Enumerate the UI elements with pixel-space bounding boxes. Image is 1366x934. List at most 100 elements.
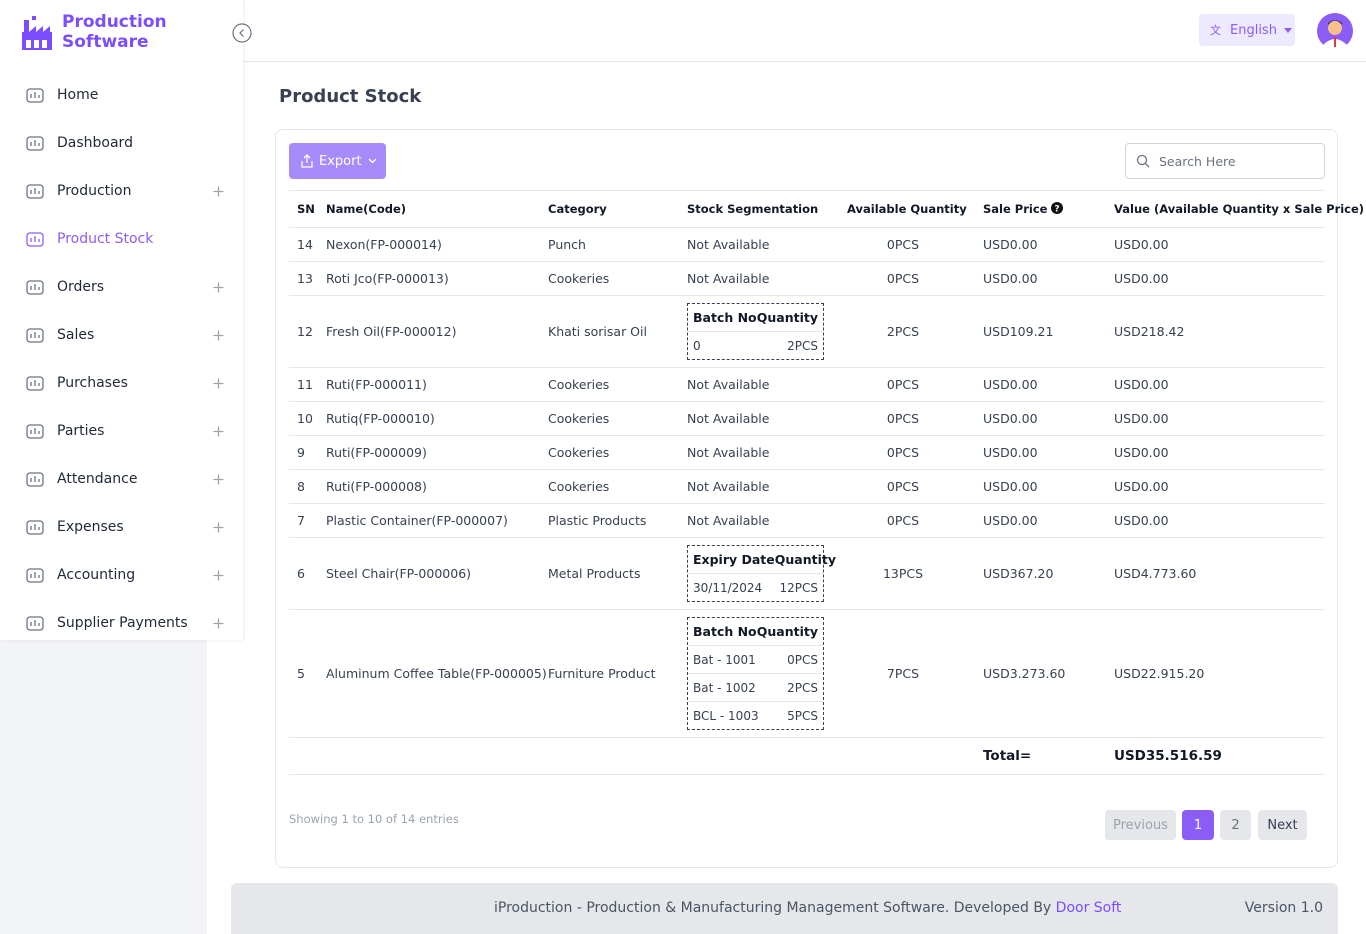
nav-icon [26, 184, 44, 199]
expand-icon [213, 522, 224, 532]
table-row: 11 Ruti(FP-000011) Cookeries Not Available 0… [289, 367, 1325, 402]
card: Export Search Here SN Name(Code) Category Sto… [275, 129, 1364, 868]
empty-cell [847, 737, 983, 775]
nav-item[interactable]: Home [0, 71, 243, 119]
nav-item[interactable]: Dashboard [0, 119, 243, 167]
nav-item[interactable]: Product Stock [0, 215, 243, 263]
segment-header-label: Quantity [756, 310, 818, 325]
version: Version 1.0 [1244, 900, 1323, 916]
sn-cell: 9 [289, 435, 326, 470]
nav-label: Sales [57, 327, 95, 343]
empty-cell [326, 737, 548, 775]
footer-link[interactable]: Door Soft [1055, 900, 1122, 916]
nav-label: Supplier Payments [57, 615, 188, 631]
column-header: Category [548, 190, 687, 228]
nav-item[interactable]: Purchases [0, 359, 243, 407]
category-cell: Khati sorisar Oil [548, 295, 687, 368]
sidebar: Production Software Home Dashboard Productio… [0, 0, 243, 640]
category-cell: Cookeries [548, 435, 687, 470]
export-label: Export [319, 153, 362, 169]
expand-icon [213, 474, 224, 484]
sn-cell: 5 [289, 609, 326, 738]
collapse-button[interactable] [232, 23, 252, 43]
value-cell: USD0.00 [1114, 367, 1325, 402]
value-cell: USD0.00 [1114, 503, 1325, 538]
expand-icon [213, 282, 224, 292]
search-box[interactable]: Search Here [1125, 143, 1325, 179]
nav-item[interactable]: Orders [0, 263, 243, 311]
avatar[interactable] [1317, 13, 1353, 50]
sn-cell: 14 [289, 227, 326, 262]
segment-row: 0 2PCS [688, 331, 823, 359]
price-cell: USD0.00 [983, 261, 1114, 296]
page-button[interactable]: 2 [1220, 810, 1251, 840]
available-cell: 7PCS [847, 609, 983, 738]
sn-cell: 7 [289, 503, 326, 538]
nav-item[interactable]: Parties [0, 407, 243, 455]
brand-line1: Production [62, 12, 167, 32]
expand-icon [213, 618, 224, 628]
nav-icon [26, 232, 44, 247]
segment-header: Expiry Date Quantity [688, 546, 836, 573]
language-button[interactable]: 文 English [1199, 14, 1295, 46]
table-row: 13 Roti Jco(FP-000013) Cookeries Not Availa… [289, 261, 1325, 296]
segment-row: Bat - 1002 2PCS [688, 673, 823, 701]
segment-row: BCL - 1003 5PCS [688, 701, 823, 729]
nav-item[interactable]: Sales [0, 311, 243, 359]
table-row: 6 Steel Chair(FP-000006) Metal Products Exp… [289, 537, 1325, 610]
translate-icon: 文 [1210, 23, 1221, 37]
nav-label: Production [57, 183, 132, 199]
name-cell: Nexon(FP-000014) [326, 227, 548, 262]
total-value: USD35.516.59 [1114, 737, 1325, 775]
value-cell: USD0.00 [1114, 435, 1325, 470]
sn-cell: 8 [289, 469, 326, 504]
category-cell: Plastic Products [548, 503, 687, 538]
table-foot: Total= USD35.516.59 [289, 737, 1325, 775]
page-title: Product Stock [279, 86, 422, 107]
nav-label: Product Stock [57, 231, 154, 247]
nav-item[interactable]: Attendance [0, 455, 243, 503]
name-cell: Rutiq(FP-000010) [326, 401, 548, 436]
segment-cell: 2PCS [787, 338, 818, 353]
table-row: 12 Fresh Oil(FP-000012) Khati sorisar Oil B… [289, 295, 1325, 368]
segment-row: 30/11/2024 12PCS [688, 573, 823, 601]
page-prev[interactable]: Previous [1105, 810, 1176, 840]
page-button[interactable]: 1 [1182, 810, 1214, 840]
nav-icon [26, 280, 44, 295]
name-cell: Ruti(FP-000008) [326, 469, 548, 504]
name-cell: Ruti(FP-000011) [326, 367, 548, 402]
stock-table: SN Name(Code) Category Stock Segmentation Av… [289, 190, 1364, 775]
segment-cell: 0PCS [787, 652, 818, 667]
available-cell: 0PCS [847, 367, 983, 402]
stock-cell: Not Available [687, 367, 847, 402]
nav-item[interactable]: Production [0, 167, 243, 215]
value-cell: USD0.00 [1114, 227, 1325, 262]
stock-segment: Batch No Quantity Bat - 1001 0PCS Bat - 1002… [687, 617, 824, 730]
nav-item[interactable]: Expenses [0, 503, 243, 551]
dropdown-caret [1283, 27, 1292, 33]
page-next[interactable]: Next [1258, 810, 1307, 840]
nav-label: Orders [57, 279, 105, 295]
segment-cell: Bat - 1001 [693, 652, 756, 667]
column-header: Sale Price? [983, 190, 1114, 228]
table-body: 14 Nexon(FP-000014) Punch Not Available 0PCS… [289, 227, 1325, 738]
expand-icon [213, 426, 224, 436]
segment-cell: 5PCS [787, 708, 818, 723]
sn-cell: 13 [289, 261, 326, 296]
name-cell: Aluminum Coffee Table(FP-000005) [326, 609, 548, 738]
top-bar [243, 0, 1366, 62]
export-button[interactable]: Export [289, 143, 386, 179]
nav-icon [26, 328, 44, 343]
value-cell: USD0.00 [1114, 469, 1325, 504]
name-cell: Roti Jco(FP-000013) [326, 261, 548, 296]
nav-item[interactable]: Supplier Payments [0, 599, 243, 647]
nav-item[interactable]: Accounting [0, 551, 243, 599]
stock-segment: Expiry Date Quantity 30/11/2024 12PCS [687, 545, 836, 602]
nav-icon [26, 376, 44, 391]
stock-cell: Batch No Quantity 0 2PCS [687, 295, 847, 368]
segment-header-label: Batch No [693, 624, 757, 639]
segment-header: Batch No Quantity [688, 618, 823, 645]
available-cell: 0PCS [847, 261, 983, 296]
stock-cell: Not Available [687, 261, 847, 296]
column-header: Stock Segmentation [687, 190, 847, 228]
